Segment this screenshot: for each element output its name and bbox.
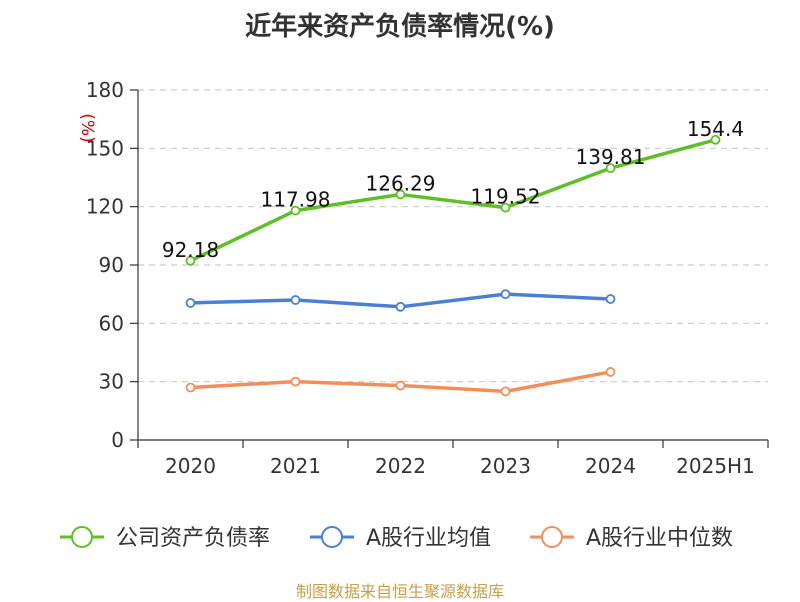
data-point [185,298,196,308]
y-tick-label: 30 [99,370,124,394]
legend: 公司资产负债率 A股行业均值 A股行业中位数 [60,526,733,551]
data-label: 117.98 [261,188,331,212]
data-point [500,386,511,397]
data-point [290,376,301,387]
x-tick-label: 2021 [270,454,321,478]
y-tick-label: 0 [111,428,124,452]
legend-label: A股行业中位数 [586,526,733,551]
y-axis-label: (%) [77,113,97,142]
legend-label: A股行业均值 [366,526,491,551]
legend-swatch-marker [541,526,563,548]
data-point [290,295,301,305]
data-label: 92.18 [162,238,219,262]
series-group [185,134,721,397]
data-point [185,382,196,393]
data-point [500,289,511,300]
x-tick-label: 2022 [375,454,426,478]
x-tick-label: 2025H1 [676,454,755,478]
source-note: 制图数据来自恒生聚源数据库 [295,582,504,601]
data-point [710,134,721,145]
data-point [605,367,616,377]
x-tick-label: 2020 [165,454,216,478]
y-tick-label: 90 [99,253,124,277]
data-point [395,380,406,391]
y-tick-label: 120 [86,195,124,219]
legend-swatch-marker [321,526,343,548]
y-tick-label: 150 [86,136,124,160]
x-tick-label: 2023 [480,454,531,478]
data-point [500,202,511,213]
data-point [395,301,406,312]
data-point [605,163,616,174]
data-label: 154.4 [687,117,744,141]
data-label: 126.29 [366,171,436,195]
data-label: 139.81 [576,145,646,169]
x-tick-label: 2024 [585,454,636,478]
data-point [605,294,616,304]
y-tick-label: 60 [99,311,124,335]
y-tick-label: 180 [86,78,124,102]
data-point [185,255,196,266]
legend-label: 公司资产负债率 [116,526,270,551]
axes: 0 30 60 90 120 150 180 2020 2021 2022 2023 2024 2025… [86,78,769,478]
data-point [290,205,301,216]
data-label: 119.52 [471,185,541,209]
chart-title: 近年来资产负债率情况(%) [245,12,555,42]
data-labels: 92.18 117.98 126.29 119.52 139.81 154.4 [162,117,744,262]
data-point [395,189,406,200]
legend-swatch-marker [71,526,93,548]
series-line [189,138,716,263]
grid-lines [138,89,768,383]
